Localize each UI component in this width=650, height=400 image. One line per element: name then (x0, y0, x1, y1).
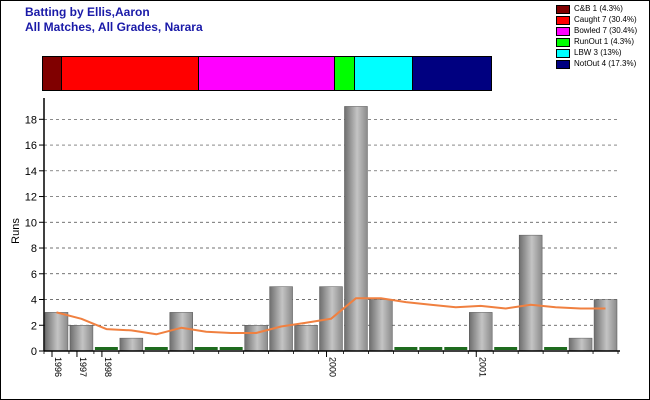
dismissal-segment-lbw (355, 57, 413, 90)
y-tick-label: 16 (25, 140, 37, 152)
legend-label: NotOut 4 (17.3%) (574, 59, 637, 68)
legend-swatch (556, 60, 570, 69)
bar-zero (394, 347, 418, 350)
bar (294, 325, 318, 352)
x-tick-label: 2001 (477, 357, 487, 377)
legend-label: C&B 1 (4.3%) (574, 4, 623, 13)
y-tick-label: 10 (25, 217, 37, 229)
bar (568, 337, 593, 352)
y-tick-label: 6 (31, 269, 37, 281)
y-tick-label: 12 (25, 192, 37, 204)
chart-title: Batting by Ellis,Aaron (25, 5, 150, 19)
dismissal-segment-notout (413, 57, 491, 90)
bar-zero (194, 347, 218, 350)
bar (244, 325, 268, 352)
y-tick-label: 4 (31, 295, 37, 307)
bar (69, 325, 94, 352)
dismissal-segment-cb (43, 57, 62, 90)
x-tick-label: 1998 (103, 357, 113, 377)
bar (344, 106, 368, 352)
legend-label: LBW 3 (13%) (574, 48, 622, 57)
x-tick-label: 1996 (53, 357, 63, 377)
y-tick-label: 0 (31, 346, 37, 358)
y-tick-label: 2 (31, 320, 37, 332)
bar-zero (219, 347, 243, 350)
average-line (56, 297, 606, 336)
bar (369, 299, 393, 352)
bar (119, 337, 144, 352)
y-tick-label: 8 (31, 243, 37, 255)
dismissal-segment-runout (335, 57, 355, 90)
bar (593, 299, 618, 352)
legend-swatch (556, 38, 570, 47)
legend-swatch (556, 5, 570, 14)
bar (269, 286, 293, 352)
bar-zero (544, 347, 568, 350)
y-tick-label: 14 (25, 166, 37, 178)
bar (469, 312, 493, 352)
bar-zero (144, 347, 168, 350)
bar (44, 312, 69, 352)
dismissal-segment-caught (62, 57, 199, 90)
bar (169, 312, 193, 352)
bar (518, 234, 543, 352)
y-tick-label: 18 (25, 114, 37, 126)
legend-swatch (556, 49, 570, 58)
bar-zero (444, 347, 468, 350)
legend-label: RunOut 1 (4.3%) (574, 37, 635, 46)
x-tick-label: 2000 (328, 357, 338, 377)
bar-zero (494, 347, 518, 350)
legend-label: Bowled 7 (30.4%) (574, 26, 638, 35)
bar-zero (419, 347, 443, 350)
legend-label: Caught 7 (30.4%) (574, 15, 637, 24)
chart-subtitle: All Matches, All Grades, Narara (25, 20, 203, 34)
legend-swatch (556, 27, 570, 36)
dismissal-segment-bowled (199, 57, 335, 90)
bar-zero (94, 347, 118, 350)
legend-swatch (556, 16, 570, 25)
x-tick-label: 1997 (78, 357, 88, 377)
dismissal-breakdown-bar (42, 56, 492, 91)
